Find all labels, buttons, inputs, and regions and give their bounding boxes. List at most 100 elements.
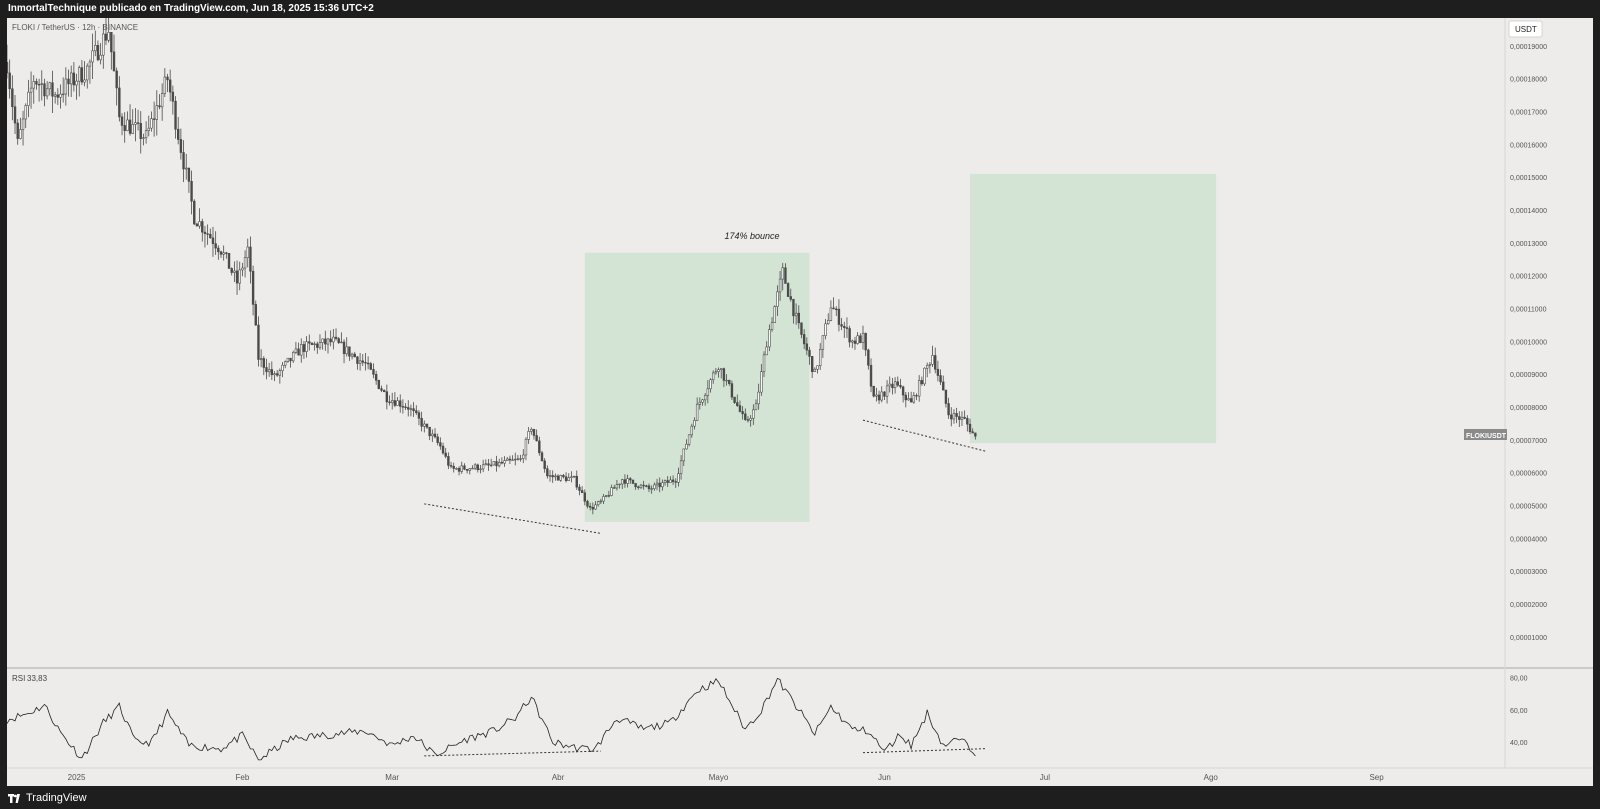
candle — [51, 70, 54, 114]
time-tick-label: Feb — [236, 773, 250, 782]
candle — [380, 385, 383, 393]
candle — [21, 110, 25, 146]
candle — [37, 78, 41, 102]
currency-button[interactable] — [1508, 20, 1543, 38]
candle — [586, 499, 589, 509]
candle — [364, 353, 367, 371]
candle — [931, 345, 934, 368]
candle — [177, 117, 180, 145]
candle — [567, 473, 570, 481]
candle — [182, 140, 185, 183]
candle — [214, 231, 217, 255]
candle — [152, 101, 156, 137]
tradingview-logo-icon — [8, 793, 20, 803]
candle — [629, 477, 632, 484]
candle — [920, 376, 924, 386]
candle — [888, 376, 891, 393]
candle — [674, 478, 677, 488]
candle — [420, 411, 423, 432]
candle — [925, 362, 929, 378]
candle — [83, 61, 86, 87]
price-trendline-2[interactable] — [862, 419, 987, 452]
price-tick-label: 0,00001000 — [1510, 635, 1547, 642]
candle — [198, 208, 201, 229]
candle — [875, 387, 878, 402]
rsi-axis[interactable]: 80,00 60,00 40,00 — [1510, 676, 1528, 748]
candle — [102, 24, 105, 69]
chart-frame[interactable]: 0,00019000 0,00018000 0,00017000 0,00016000… — [5, 14, 1593, 786]
candle — [19, 117, 22, 140]
candle — [730, 380, 734, 400]
candle — [412, 402, 415, 417]
candle — [452, 462, 455, 473]
candle — [535, 429, 538, 442]
time-tick-label: Mayo — [709, 773, 729, 782]
time-axis[interactable]: 2025 Feb Mar Abr Mayo Jun Jul Ago Sep — [68, 773, 1385, 782]
candle — [634, 483, 637, 490]
price-tick-label: 0,00017000 — [1510, 110, 1547, 117]
candle — [511, 455, 514, 461]
measure-zone-1[interactable] — [584, 252, 810, 522]
candle — [741, 406, 744, 420]
candle — [203, 225, 207, 248]
price-tick-label: 0,00008000 — [1510, 405, 1547, 412]
candle — [690, 423, 694, 438]
candle — [802, 329, 806, 350]
candle — [136, 109, 140, 131]
price-tick-label: 0,00004000 — [1510, 536, 1547, 543]
candle — [575, 470, 578, 490]
candle — [305, 336, 308, 358]
time-tick-label: Mar — [385, 773, 399, 782]
candle — [626, 474, 629, 488]
price-trendline-1[interactable] — [424, 503, 601, 534]
candle — [872, 385, 875, 398]
candle — [329, 330, 332, 347]
candle — [251, 265, 255, 316]
time-tick-label: Ago — [1204, 773, 1219, 782]
candle — [158, 94, 161, 110]
candle — [642, 480, 645, 490]
candle — [353, 351, 356, 358]
candle — [476, 463, 479, 473]
candle — [572, 475, 576, 478]
candle — [345, 337, 348, 357]
candle — [722, 367, 726, 388]
rsi-trendline-2[interactable] — [862, 748, 987, 754]
candle — [497, 458, 501, 468]
candle — [645, 484, 648, 488]
candle — [278, 368, 282, 384]
candle — [190, 170, 193, 215]
candle — [952, 409, 956, 424]
time-tick-label: 2025 — [68, 773, 86, 782]
candle — [818, 343, 822, 370]
price-tick-label: 0,00005000 — [1510, 504, 1547, 511]
tradingview-logo[interactable]: TradingView — [8, 792, 87, 804]
candle — [433, 428, 437, 439]
candle — [289, 357, 292, 368]
candle — [928, 362, 932, 374]
candle — [853, 336, 857, 350]
candle — [5, 44, 9, 79]
candle — [259, 349, 263, 368]
candle — [966, 415, 969, 432]
candle — [540, 450, 544, 462]
candle — [94, 30, 97, 57]
candle — [736, 394, 739, 407]
candle — [677, 467, 680, 487]
candle — [968, 418, 972, 435]
candle — [61, 77, 65, 103]
candle — [615, 479, 619, 491]
candle — [658, 477, 661, 493]
candle — [559, 474, 562, 482]
candle — [439, 437, 442, 450]
time-tick-label: Abr — [552, 773, 565, 782]
candle — [230, 267, 233, 276]
candle — [174, 96, 177, 139]
price-axis[interactable]: 0,00019000 0,00018000 0,00017000 0,00016000… — [1510, 44, 1547, 642]
measure-zone-2[interactable] — [970, 173, 1217, 444]
rsi-trendline-1[interactable] — [424, 750, 601, 757]
candle — [824, 319, 827, 340]
candle — [527, 427, 530, 444]
candle — [59, 84, 62, 109]
chart-canvas[interactable]: 0,00019000 0,00018000 0,00017000 0,00016000… — [5, 14, 1593, 786]
